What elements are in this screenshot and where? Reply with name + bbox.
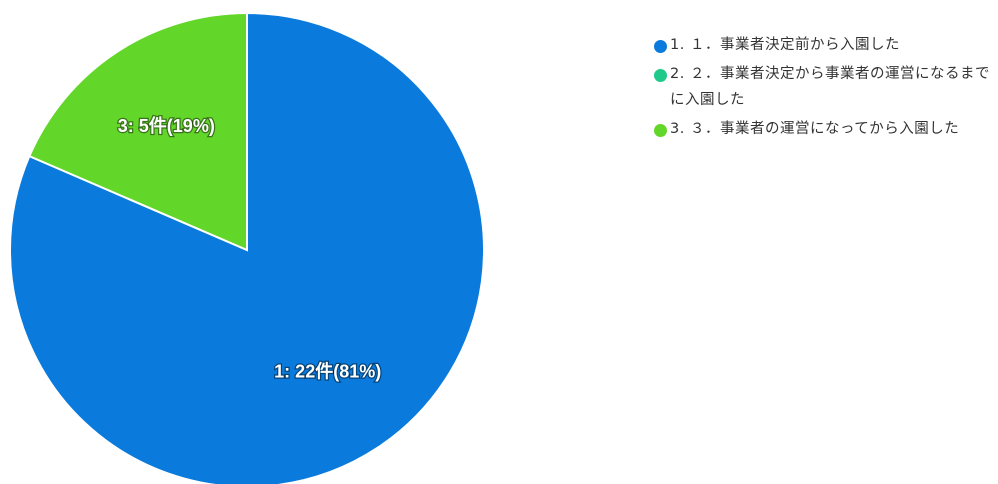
legend-item-2[interactable]: 2. ２．事業者決定から事業者の運営になるまでに入園した bbox=[654, 65, 998, 113]
slice-label-1: 1: 22件(81%) bbox=[274, 361, 381, 382]
slice-label-3: 3: 5件(19%) bbox=[118, 115, 215, 136]
legend-item-3[interactable]: 3. ３．事業者の運営になってから入園した bbox=[654, 120, 998, 142]
legend-marker-3 bbox=[654, 124, 667, 137]
legend-item-1[interactable]: 1. １．事業者決定前から入園した bbox=[654, 36, 998, 58]
legend-marker-1 bbox=[654, 40, 667, 53]
legend-label-3: 3. ３．事業者の運営になってから入園した bbox=[670, 121, 960, 137]
legend-label-1: 1. １．事業者決定前から入園した bbox=[670, 37, 900, 53]
chart-legend: 1. １．事業者決定前から入園した 2. ２．事業者決定から事業者の運営になるま… bbox=[654, 36, 998, 149]
pie-slice-3[interactable] bbox=[28, 11, 248, 252]
legend-label-2: 2. ２．事業者決定から事業者の運営になるまでに入園した bbox=[670, 66, 990, 108]
legend-marker-2 bbox=[654, 69, 667, 82]
